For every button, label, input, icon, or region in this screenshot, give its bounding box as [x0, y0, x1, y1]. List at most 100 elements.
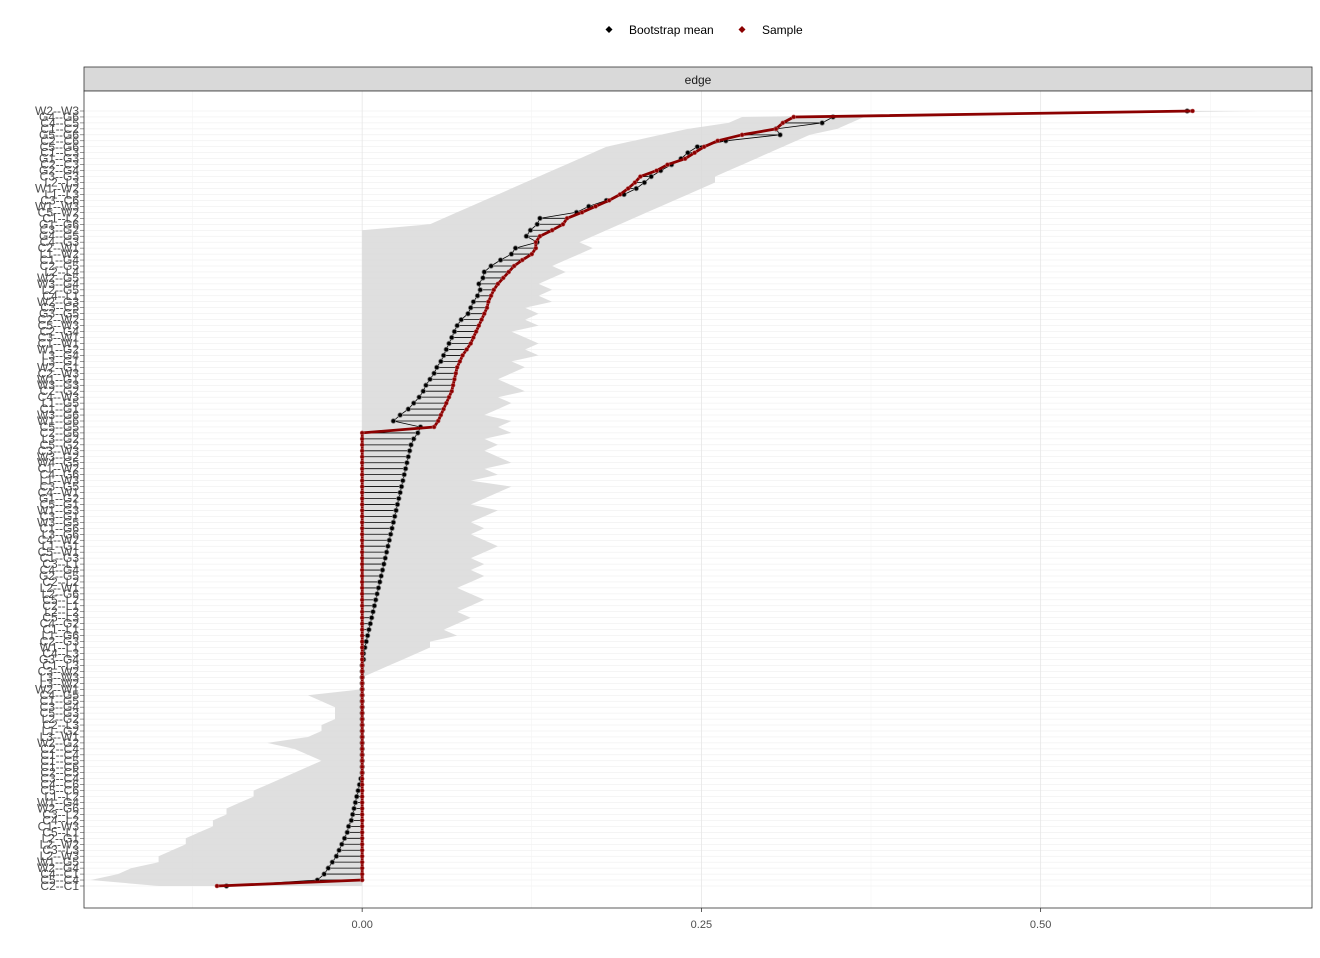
sample-point [359, 436, 365, 442]
sample-point [359, 716, 365, 722]
sample-point [593, 204, 598, 209]
bootstrap-mean-point [777, 132, 783, 138]
bootstrap-mean-point [386, 537, 393, 543]
sample-point [654, 168, 659, 173]
y-tick-label: L2--G2 [42, 712, 80, 726]
sample-point [511, 263, 517, 269]
bootstrap-mean-point [443, 346, 449, 353]
bootstrap-mean-point [381, 561, 387, 567]
bootstrap-mean-point [389, 525, 395, 532]
bootstrap-mean-point [470, 299, 477, 305]
sample-point [780, 120, 786, 126]
y-tick-label: W1--G3 [37, 503, 79, 517]
sample-point [359, 770, 365, 776]
bootstrap-mean-point [355, 787, 361, 794]
y-tick-label: W2--G1 [37, 360, 79, 374]
sample-point [359, 585, 365, 591]
y-tick-label: C4--W3 [38, 390, 80, 404]
bootstrap-mean-point [394, 501, 401, 508]
bootstrap-mean-point [375, 585, 382, 591]
y-tick-label: L1--G6 [42, 629, 80, 643]
x-tick-label: 0.00 [351, 919, 372, 931]
sample-point [359, 639, 365, 644]
sample-point [359, 514, 365, 519]
sample-point [519, 257, 525, 263]
bootstrap-mean-point [349, 811, 356, 818]
y-tick-label: C1--L3 [42, 658, 79, 672]
sample-point [484, 305, 490, 311]
sample-point [579, 210, 585, 215]
sample-point [359, 663, 365, 668]
bootstrap-mean-point [431, 370, 437, 377]
y-tick-label: C1--C5 [40, 754, 79, 768]
y-tick-label: C1--W1 [38, 337, 80, 351]
sample-point [1190, 108, 1195, 114]
sample-point [491, 287, 497, 293]
y-tick-label: G1--G3 [39, 152, 79, 166]
bootstrap-mean-point [341, 835, 348, 842]
y-tick-label: C4--L1 [42, 289, 79, 303]
y-tick-label: C1--G5 [40, 694, 80, 708]
y-tick-label: L1--W2 [40, 247, 80, 261]
sample-point [715, 138, 720, 144]
sample-point [359, 681, 365, 686]
y-tick-label: C4--C1 [40, 867, 79, 881]
sample-point [446, 394, 452, 400]
sample-point [359, 692, 365, 698]
bootstrap-mean-point [396, 495, 402, 502]
sample-point [701, 144, 707, 150]
sample-point [441, 406, 446, 412]
legend: Bootstrap mean Sample [605, 23, 803, 37]
bootstrap-mean-point [468, 305, 474, 311]
sample-point [359, 472, 365, 477]
y-tick-label: W1--G1 [37, 372, 79, 386]
y-tick-label: C2--C3 [40, 158, 79, 172]
sample-point [359, 430, 365, 436]
sample-point [632, 180, 638, 185]
sample-point [359, 442, 365, 448]
sample-point [359, 627, 365, 632]
sample-point [359, 865, 365, 871]
y-tick-label: L2--L2 [44, 605, 79, 619]
sample-point [617, 192, 623, 197]
legend-label: Bootstrap mean [629, 23, 714, 37]
sample-point [359, 841, 365, 847]
y-tick-label: C4--L3 [42, 647, 79, 661]
sample-point [479, 317, 484, 322]
sample-point [449, 388, 455, 394]
sample-point [476, 323, 482, 328]
y-tick-label: C3--G5 [40, 480, 80, 494]
y-tick-label: W1--G4 [37, 796, 79, 810]
y-tick-label: C2--C1 [40, 879, 79, 893]
sample-point [359, 752, 365, 758]
y-tick-label: C3--C4 [40, 772, 79, 786]
y-tick-label: L1--G5 [42, 396, 80, 410]
bootstrap-mean-point [406, 448, 413, 454]
sample-point [359, 818, 365, 823]
bootstrap-mean-point [385, 543, 391, 549]
bootstrap-mean-point [363, 638, 369, 645]
y-tick-label: G4--G6 [39, 110, 79, 124]
y-tick-label: L2--L3 [44, 176, 79, 190]
sample-point [359, 615, 365, 621]
sample-point [359, 633, 365, 638]
sample-point [359, 710, 365, 716]
bootstrap-mean-point [351, 805, 357, 812]
y-tick-label: C3--G4 [40, 700, 80, 714]
y-tick-label: W3--G2 [37, 450, 79, 464]
bootstrap-mean-point [382, 555, 388, 561]
y-tick-label: C5--G6 [40, 140, 80, 154]
bootstrap-mean-point [374, 591, 380, 597]
sample-point [457, 359, 463, 364]
y-tick-label: L3--W3 [40, 670, 80, 684]
bootstrap-mean-point [377, 579, 383, 585]
y-tick-label: L2--W2 [40, 837, 80, 851]
sample-point [359, 579, 365, 585]
y-tick-label: C3--C5 [40, 301, 79, 315]
bootstrap-mean-point [481, 269, 487, 275]
y-tick-label: C5--L3 [42, 611, 79, 625]
y-tick-label: C1--C3 [40, 146, 79, 160]
sample-point [665, 162, 670, 167]
sample-point [359, 859, 365, 865]
bootstrap-mean-point [438, 358, 444, 365]
